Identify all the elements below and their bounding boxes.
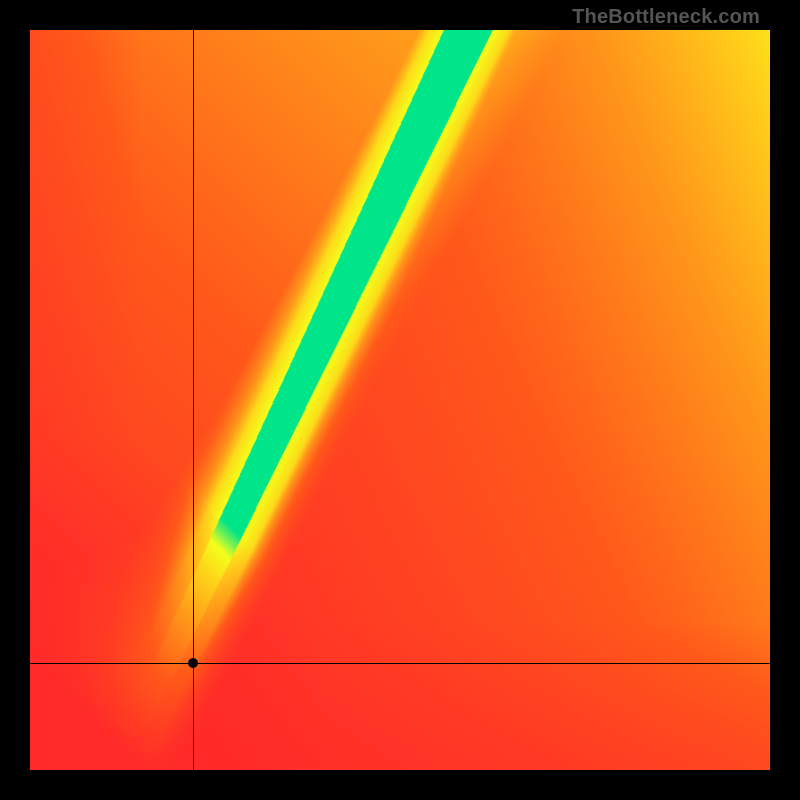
heatmap-plot-area (30, 30, 770, 770)
figure-container: TheBottleneck.com (0, 0, 800, 800)
watermark-text: TheBottleneck.com (572, 6, 760, 29)
crosshair-point (188, 658, 198, 668)
crosshair-horizontal (30, 663, 770, 664)
heatmap-canvas (30, 30, 770, 770)
